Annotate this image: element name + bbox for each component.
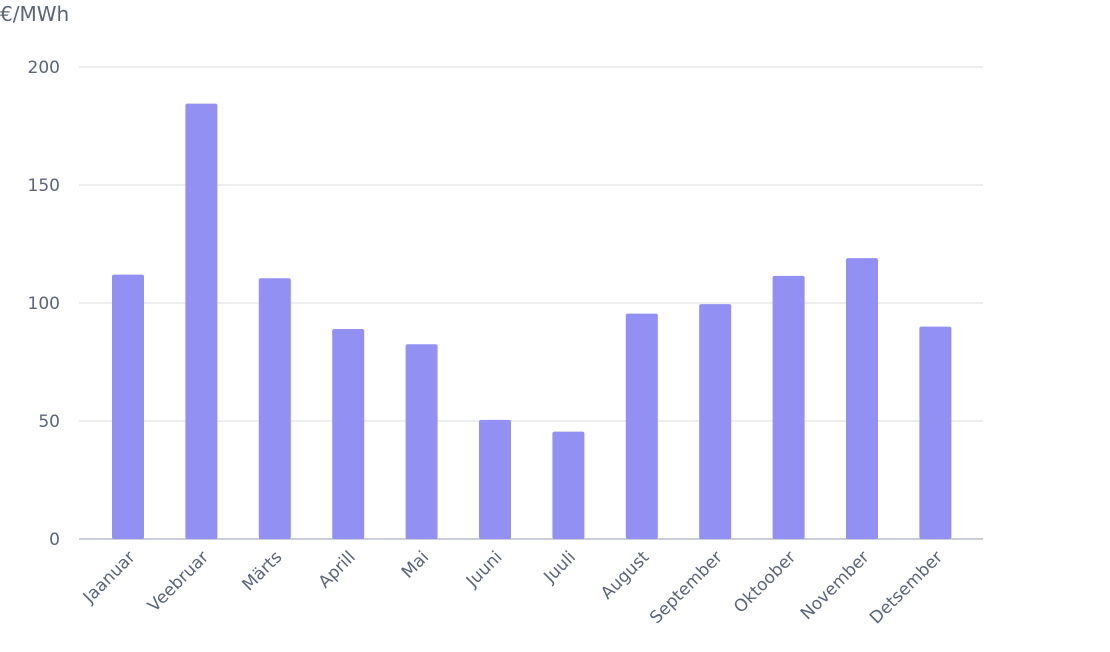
- x-tick-label: Oktoober: [730, 547, 800, 617]
- x-axis-ticks: Jaanuar Veebruar Märts Aprill Mai Juuni Juuli A…: [79, 547, 947, 628]
- x-tick-label: Juuli: [540, 547, 580, 587]
- bar-jaanuar: [112, 274, 144, 539]
- x-tick-label: Detsember: [866, 547, 947, 628]
- x-tick-label: November: [797, 547, 874, 624]
- bar-juuni: [479, 419, 511, 539]
- y-axis-unit-label: €/MWh: [0, 2, 69, 26]
- x-tick-label: Veebruar: [144, 547, 213, 616]
- x-tick-label: August: [597, 547, 653, 603]
- x-tick-label: September: [646, 547, 727, 628]
- bar-märts: [258, 278, 291, 539]
- x-tick-label: Jaanuar: [79, 547, 140, 608]
- bar-veebruar: [185, 103, 218, 539]
- bar-juuli: [552, 431, 585, 539]
- gridlines: [79, 66, 983, 540]
- bar-aprill: [332, 328, 365, 539]
- x-tick-label: Aprill: [315, 547, 360, 592]
- y-tick-label: 200: [28, 58, 60, 78]
- y-tick-label: 150: [28, 176, 60, 196]
- y-axis-ticks: 0 50 100 150 200: [28, 58, 60, 550]
- y-tick-label: 0: [49, 530, 60, 550]
- bar-november: [846, 258, 878, 539]
- x-tick-label: Märts: [239, 547, 287, 595]
- x-tick-label: Juuni: [462, 547, 507, 592]
- bar-mai: [405, 344, 438, 539]
- bar-september: [699, 304, 732, 539]
- bar-oktoober: [772, 275, 805, 539]
- y-tick-label: 100: [28, 294, 60, 314]
- x-tick-label: Mai: [398, 547, 433, 582]
- y-tick-label: 50: [38, 412, 60, 432]
- bars: [112, 103, 952, 539]
- bar-august: [625, 313, 658, 539]
- bar-detsember: [919, 326, 952, 539]
